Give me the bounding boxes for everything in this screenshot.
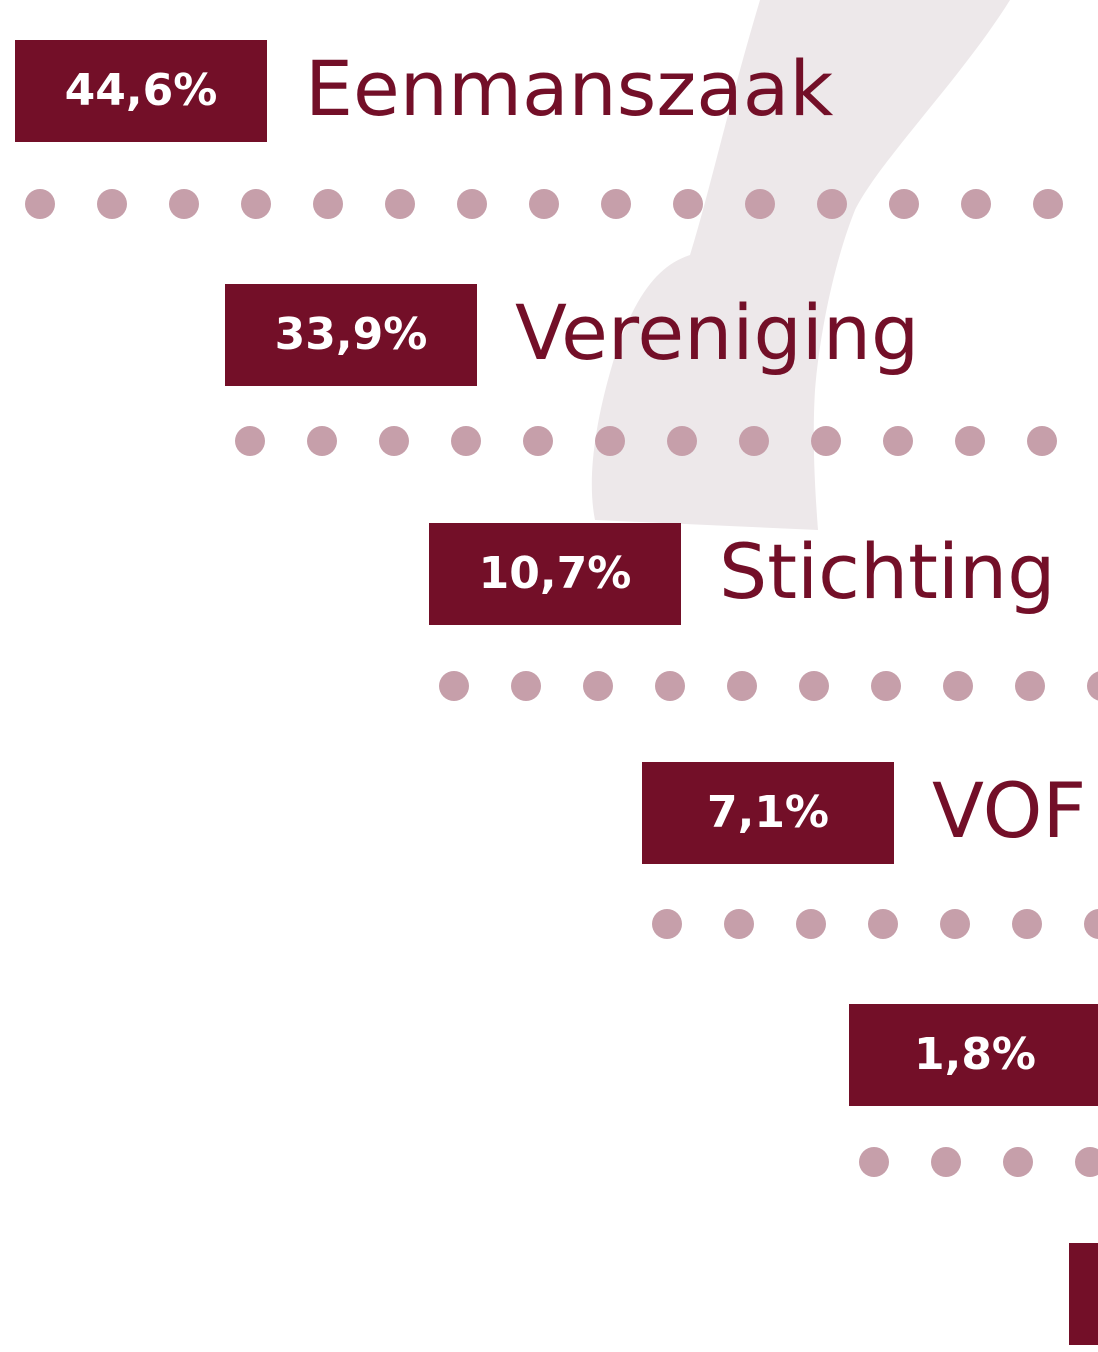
dot: [313, 189, 343, 219]
percent-label: 1,8%: [914, 1029, 1036, 1080]
dot: [940, 909, 970, 939]
dot: [799, 671, 829, 701]
dot: [241, 189, 271, 219]
dot: [961, 189, 991, 219]
dot: [931, 1147, 961, 1177]
percent-label: 33,9%: [275, 309, 428, 360]
dot: [1012, 909, 1042, 939]
infographic: 44,6% Eenmanszaak 33,9% Vereniging 10,7% Stic…: [0, 0, 1098, 1352]
dot: [724, 909, 754, 939]
dot: [667, 426, 697, 456]
dot: [1027, 426, 1057, 456]
dot: [1003, 1147, 1033, 1177]
percent-label: 7,1%: [707, 787, 829, 838]
dot: [883, 426, 913, 456]
dot: [739, 426, 769, 456]
page: 44,6% Eenmanszaak 33,9% Vereniging 10,7% Stic…: [0, 0, 1098, 1352]
dot: [652, 909, 682, 939]
dot: [817, 189, 847, 219]
dot: [601, 189, 631, 219]
dot: [595, 426, 625, 456]
category-name: VOF: [932, 766, 1086, 855]
category-name: Stichting: [719, 527, 1055, 616]
dot: [1015, 671, 1045, 701]
dot: [1033, 189, 1063, 219]
dot: [379, 426, 409, 456]
dot: [868, 909, 898, 939]
category-name: Eenmanszaak: [305, 44, 833, 133]
dot: [307, 426, 337, 456]
dot: [457, 189, 487, 219]
dot: [529, 189, 559, 219]
dot: [385, 189, 415, 219]
percent-label: 10,7%: [479, 548, 632, 599]
percent-label: 44,6%: [65, 65, 218, 116]
dot: [25, 189, 55, 219]
dot: [673, 189, 703, 219]
dot: [955, 426, 985, 456]
dot: [745, 189, 775, 219]
dot: [811, 426, 841, 456]
dot: [943, 671, 973, 701]
dot: [523, 426, 553, 456]
dot: [727, 671, 757, 701]
dot: [1084, 909, 1098, 939]
dot: [235, 426, 265, 456]
dot: [889, 189, 919, 219]
dot: [169, 189, 199, 219]
dot: [1075, 1147, 1098, 1177]
dot: [655, 671, 685, 701]
dot: [511, 671, 541, 701]
dot: [796, 909, 826, 939]
dot: [439, 671, 469, 701]
category-name: Vereniging: [515, 288, 919, 377]
dot: [871, 671, 901, 701]
dot: [859, 1147, 889, 1177]
cut-off-bar: [1069, 1243, 1098, 1345]
dot: [1087, 671, 1098, 701]
dot: [97, 189, 127, 219]
dot: [451, 426, 481, 456]
dot: [583, 671, 613, 701]
